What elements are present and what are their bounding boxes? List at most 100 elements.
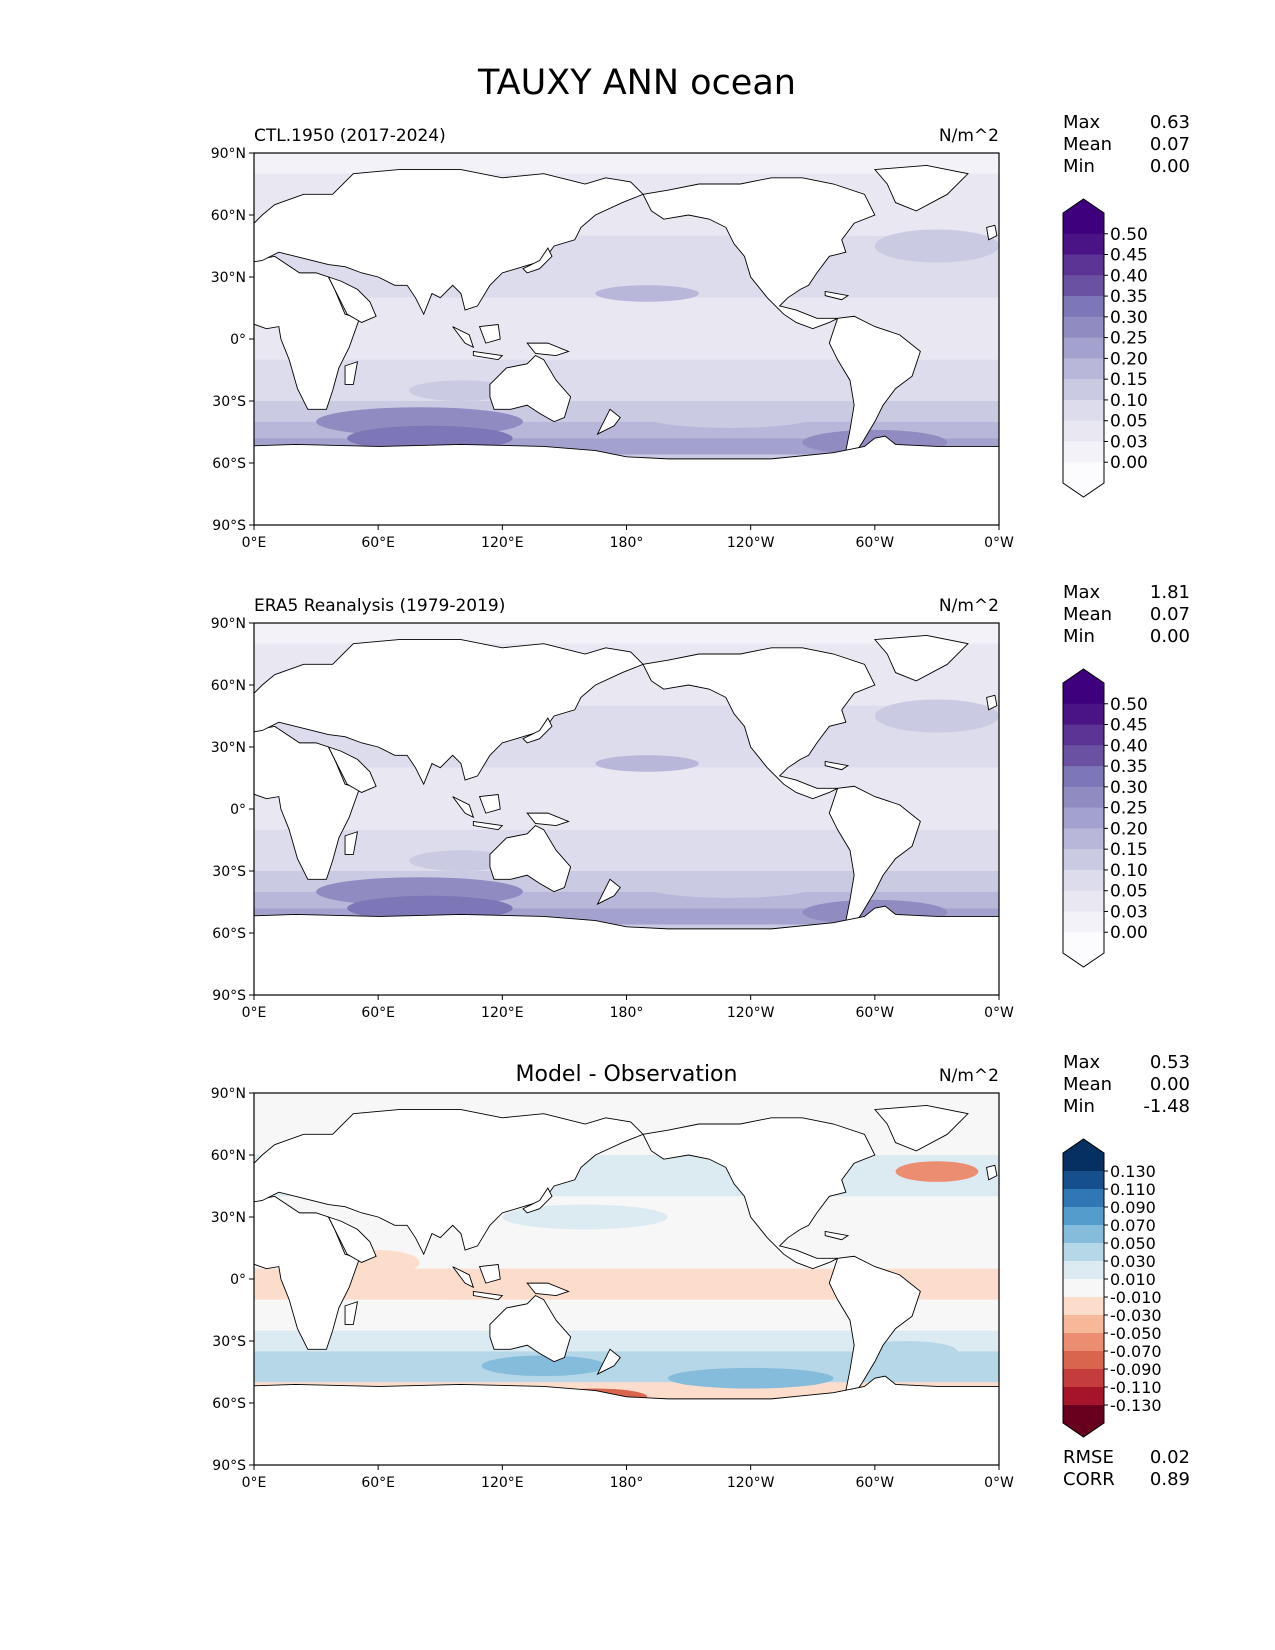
colorbar-extend-max (1063, 669, 1104, 683)
lon-tick-label: 120°E (481, 535, 524, 551)
field-band (254, 1330, 999, 1352)
colorbar-tick-label: 0.10 (1110, 391, 1148, 411)
colorbar-segment (1063, 1207, 1104, 1226)
colorbar-tick-label: 0.070 (1110, 1216, 1156, 1235)
panel-2: 90°N 60°N 30°N 0° 30°S 60°S 90°S0°E 60°E 120°E 18… (211, 582, 1190, 1021)
colorbar-tick-label: 0.40 (1110, 266, 1148, 286)
lon-tick-label: 120°W (727, 1005, 775, 1021)
colorbar-segment (1063, 233, 1104, 256)
colorbar-tick-label: 0.20 (1110, 349, 1148, 369)
colorbar-segment (1063, 890, 1104, 912)
colorbar-segment (1063, 1261, 1104, 1280)
lat-tick-label: 60°S (212, 1396, 246, 1412)
colorbar-tick-label: 0.30 (1110, 308, 1148, 328)
colorbar-tick-label: 0.110 (1110, 1180, 1156, 1199)
lon-tick-label: 120°W (727, 535, 775, 551)
lat-tick-label: 30°S (212, 1334, 246, 1350)
colorbar-tick-label: 0.15 (1110, 840, 1148, 860)
stat-value: 0.07 (1150, 134, 1190, 155)
colorbar-segment (1063, 254, 1104, 276)
field-blob (647, 877, 813, 898)
colorbar-segment (1063, 786, 1104, 809)
colorbar-extend-max (1063, 199, 1104, 213)
colorbar-segment (1063, 1315, 1104, 1334)
lon-tick-label: 120°E (481, 1475, 524, 1491)
field-blob (647, 407, 813, 428)
lon-tick-label: 0°E (242, 1475, 267, 1491)
stat-value: 0.00 (1150, 156, 1190, 177)
metric-label: RMSE (1063, 1447, 1114, 1468)
colorbar-segment (1063, 1351, 1104, 1370)
lat-tick-label: 0° (230, 802, 246, 818)
colorbar-segment (1063, 275, 1104, 297)
colorbar-segment (1063, 1279, 1104, 1298)
colorbar-tick-label: 0.25 (1110, 329, 1148, 349)
colorbar-tick-label: -0.110 (1110, 1378, 1162, 1397)
lat-tick-label: 90°N (211, 1086, 246, 1102)
colorbar-segment (1063, 1153, 1104, 1172)
colorbar-tick-label: 0.45 (1110, 716, 1148, 736)
colorbar-segment (1063, 869, 1104, 892)
colorbar-tick-label: 0.35 (1110, 757, 1148, 777)
lat-tick-label: 0° (230, 332, 246, 348)
lon-tick-label: 0°W (984, 1475, 1014, 1491)
colorbar-tick-label: -0.070 (1110, 1342, 1162, 1361)
metric-label: CORR (1063, 1469, 1115, 1490)
colorbar-segment (1063, 807, 1104, 829)
stat-value: 0.00 (1150, 626, 1190, 647)
colorbar-tick-label: 0.50 (1110, 695, 1148, 715)
stat-label: Mean (1063, 134, 1112, 155)
lon-tick-label: 60°W (855, 535, 894, 551)
colorbar-segment (1063, 724, 1104, 746)
colorbar: 0.500.450.400.350.300.250.200.150.100.05… (1062, 198, 1148, 498)
colorbar-segment (1063, 1369, 1104, 1388)
stat-value: 0.63 (1150, 112, 1190, 133)
colorbar-tick-label: 0.03 (1110, 432, 1148, 452)
colorbar-tick-label: 0.30 (1110, 778, 1148, 798)
colorbar-outline (1062, 1138, 1105, 1438)
colorbar-extend-min (1063, 483, 1104, 497)
colorbar-segment (1063, 1405, 1104, 1424)
lat-tick-label: 30°N (211, 740, 246, 756)
colorbar-outline (1062, 198, 1105, 498)
colorbar-tick-label: 0.050 (1110, 1234, 1156, 1253)
colorbar-segment (1063, 316, 1104, 339)
colorbar-segment (1063, 849, 1104, 871)
colorbar-segment (1063, 337, 1104, 359)
field-blob (667, 1367, 834, 1389)
field-blob (409, 380, 513, 401)
colorbar-tick-label: 0.05 (1110, 882, 1148, 902)
colorbar-tick-label: 0.00 (1110, 453, 1148, 473)
stat-value: 0.00 (1150, 1074, 1190, 1095)
panel-3: 90°N 60°N 30°N 0° 30°S 60°S 90°S0°E 60°E 120°E 18… (211, 1052, 1190, 1491)
colorbar: 0.1300.1100.0900.0700.0500.0300.010-0.01… (1062, 1138, 1162, 1438)
colorbar-tick-label: 0.010 (1110, 1270, 1156, 1289)
colorbar-tick-label: -0.030 (1110, 1306, 1162, 1325)
lat-tick-label: 90°S (212, 1458, 246, 1474)
lat-tick-label: 90°S (212, 518, 246, 534)
lon-tick-label: 60°W (855, 1475, 894, 1491)
lon-tick-label: 60°E (361, 1005, 395, 1021)
field-blob (895, 1161, 979, 1182)
colorbar-segment (1063, 1297, 1104, 1316)
colorbar-segment (1063, 703, 1104, 726)
colorbar-tick-label: 0.20 (1110, 819, 1148, 839)
colorbar-segment (1063, 1189, 1104, 1208)
lat-tick-label: 30°S (212, 864, 246, 880)
colorbar-tick-label: -0.090 (1110, 1360, 1162, 1379)
stat-label: Max (1063, 1052, 1101, 1073)
colorbar-tick-label: -0.130 (1110, 1396, 1162, 1415)
lat-tick-label: 60°S (212, 926, 246, 942)
colorbar-tick-label: -0.050 (1110, 1324, 1162, 1343)
colorbar-extend-min (1063, 1423, 1104, 1437)
colorbar-segment (1063, 358, 1104, 380)
colorbar-tick-label: 0.05 (1110, 412, 1148, 432)
lat-tick-label: 30°N (211, 1210, 246, 1226)
lon-tick-label: 0°W (984, 1005, 1014, 1021)
stat-label: Min (1063, 156, 1095, 177)
colorbar-segment (1063, 932, 1104, 954)
panel-title: ERA5 Reanalysis (1979-2019) (254, 596, 505, 616)
lon-tick-label: 0°E (242, 535, 267, 551)
lat-tick-label: 30°N (211, 270, 246, 286)
field-blob (502, 1204, 668, 1230)
